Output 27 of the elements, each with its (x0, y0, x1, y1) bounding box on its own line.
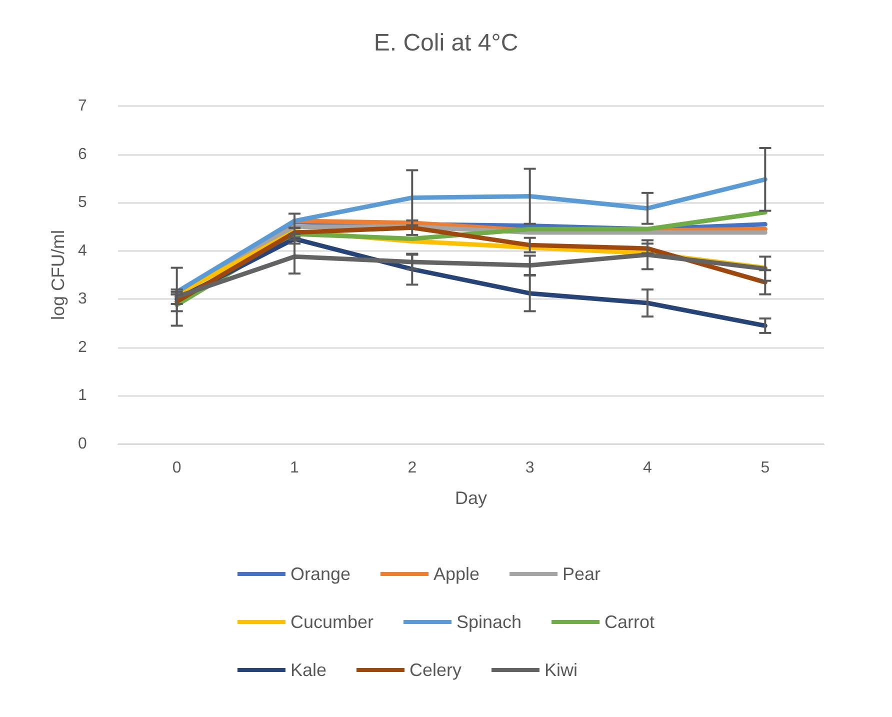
y-tick-label: 4 (78, 242, 87, 260)
x-tick-label: 3 (525, 460, 534, 476)
y-tick-label: 5 (78, 194, 87, 212)
x-tick-label: 1 (290, 460, 300, 476)
line-series (174, 177, 768, 294)
x-tick-label: 4 (643, 460, 652, 476)
y-tick-label: 3 (78, 290, 87, 308)
legend-label: Apple (433, 564, 480, 584)
y-tick-label: 1 (78, 387, 87, 404)
chart-title: E. Coli at 4°C (374, 30, 518, 56)
x-axis-title: Day (454, 488, 488, 508)
legend-label: Cucumber (290, 612, 374, 632)
legend-label: Pear (562, 564, 601, 584)
y-tick-label: 6 (78, 146, 87, 163)
legend-label: Spinach (456, 612, 522, 632)
x-tick-label: 5 (760, 460, 770, 476)
legend-label: Carrot (604, 612, 655, 632)
x-tick-label: 0 (172, 460, 182, 476)
y-axis-title: log CFU/ml (48, 230, 68, 320)
legend-label: Celery (409, 660, 462, 680)
legend-label: Orange (290, 564, 351, 584)
y-tick-label: 2 (78, 338, 87, 356)
y-tick-label: 7 (78, 98, 87, 114)
y-tick-label: 0 (78, 436, 87, 452)
x-tick-label: 2 (408, 460, 417, 476)
legend-label: Kale (290, 660, 326, 680)
legend-label: Kiwi (544, 660, 578, 680)
